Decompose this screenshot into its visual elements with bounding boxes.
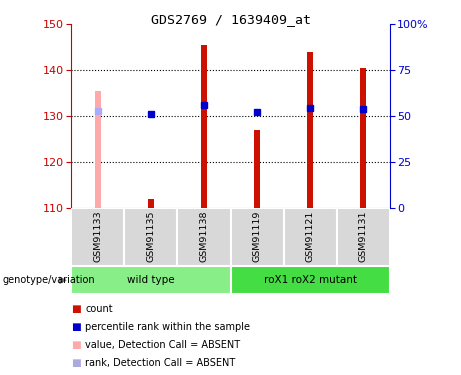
Bar <box>360 68 366 208</box>
Bar <box>95 91 101 208</box>
Bar <box>177 208 230 266</box>
Text: wild type: wild type <box>127 275 175 285</box>
Bar <box>201 45 207 208</box>
Bar <box>230 208 284 266</box>
Text: GSM91131: GSM91131 <box>359 210 367 262</box>
Text: rank, Detection Call = ABSENT: rank, Detection Call = ABSENT <box>85 358 236 368</box>
Text: ■: ■ <box>71 322 81 332</box>
Text: percentile rank within the sample: percentile rank within the sample <box>85 322 250 332</box>
Text: ■: ■ <box>71 340 81 350</box>
Text: count: count <box>85 304 113 314</box>
Bar <box>230 266 390 294</box>
Bar <box>71 208 124 266</box>
Bar <box>284 208 337 266</box>
Text: genotype/variation: genotype/variation <box>2 275 95 285</box>
Bar <box>148 199 154 208</box>
Text: value, Detection Call = ABSENT: value, Detection Call = ABSENT <box>85 340 240 350</box>
Bar <box>124 208 177 266</box>
Bar <box>254 130 260 208</box>
Text: GSM91121: GSM91121 <box>306 210 314 262</box>
Text: roX1 roX2 mutant: roX1 roX2 mutant <box>264 275 356 285</box>
Bar <box>337 208 390 266</box>
Text: GSM91133: GSM91133 <box>94 210 102 262</box>
Text: GSM91138: GSM91138 <box>200 210 208 262</box>
Text: GSM91135: GSM91135 <box>147 210 155 262</box>
Text: ■: ■ <box>71 358 81 368</box>
Text: GSM91119: GSM91119 <box>253 210 261 262</box>
Text: ■: ■ <box>71 304 81 314</box>
Text: GDS2769 / 1639409_at: GDS2769 / 1639409_at <box>150 13 311 26</box>
Bar <box>71 266 230 294</box>
Bar <box>307 52 313 208</box>
